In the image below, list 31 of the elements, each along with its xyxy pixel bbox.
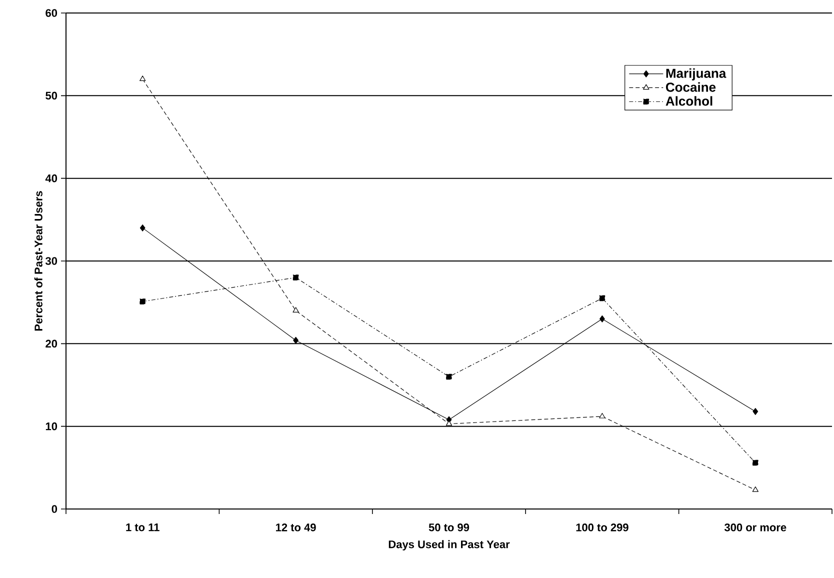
y-tick-label: 30 [45,257,58,265]
legend-label: Alcohol [666,96,712,106]
y-tick-label: 0 [52,505,58,513]
point [446,374,452,380]
point [599,295,606,302]
point [292,274,299,280]
legend-label: Cocaine [666,82,716,92]
point [446,420,452,426]
point [752,408,758,415]
point [752,460,758,466]
x-tick-label: 50 to 99 [428,524,470,532]
y-tick-label: 40 [45,174,58,182]
x-tick-label: 100 to 299 [576,524,628,532]
y-tick-label: 20 [46,340,58,348]
point [600,315,605,322]
point [293,336,298,344]
point [140,224,146,232]
point [292,307,299,312]
y-tick-label: 10 [46,422,58,430]
legend-label: Marijuana [666,68,726,80]
point [140,298,146,304]
x-tick-label: 12 to 49 [276,524,316,532]
x-tick-label: 300 or more [724,524,786,532]
y-tick-label: 50 [46,92,58,100]
point [752,486,758,492]
x-axis-title: Days Used in Past Year [388,540,510,550]
x-tick-label: 1 to 11 [126,524,160,532]
y-axis-title: Percent of Past-Year Users [34,191,42,331]
point [599,412,606,418]
y-tick-label: 60 [46,9,58,17]
point [140,76,146,82]
